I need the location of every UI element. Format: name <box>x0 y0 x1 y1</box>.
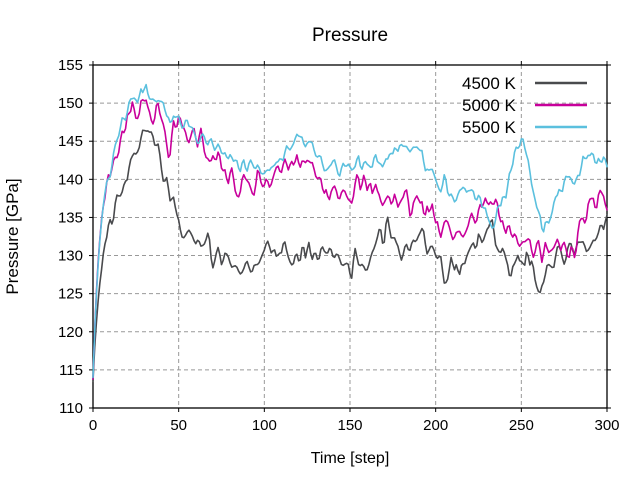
svg-text:125: 125 <box>58 286 83 303</box>
svg-text:115: 115 <box>59 362 83 379</box>
svg-text:150: 150 <box>58 95 83 112</box>
svg-text:5000 K: 5000 K <box>462 96 517 115</box>
svg-text:150: 150 <box>337 417 362 434</box>
svg-text:50: 50 <box>170 417 187 434</box>
svg-text:100: 100 <box>252 417 277 434</box>
svg-text:Time [step]: Time [step] <box>311 450 390 467</box>
svg-text:0: 0 <box>89 417 97 434</box>
svg-text:Pressure [GPa]: Pressure [GPa] <box>3 178 22 294</box>
svg-text:110: 110 <box>59 400 83 417</box>
svg-text:Pressure: Pressure <box>312 25 388 46</box>
svg-text:135: 135 <box>58 209 83 226</box>
svg-text:130: 130 <box>58 248 83 265</box>
svg-text:300: 300 <box>594 417 619 434</box>
svg-text:155: 155 <box>58 57 83 74</box>
svg-text:200: 200 <box>423 417 448 434</box>
svg-text:140: 140 <box>58 171 83 188</box>
svg-text:4500 K: 4500 K <box>462 74 517 93</box>
svg-text:120: 120 <box>58 324 83 341</box>
svg-text:250: 250 <box>509 417 534 434</box>
svg-text:5500 K: 5500 K <box>462 118 517 137</box>
svg-text:145: 145 <box>58 133 83 150</box>
